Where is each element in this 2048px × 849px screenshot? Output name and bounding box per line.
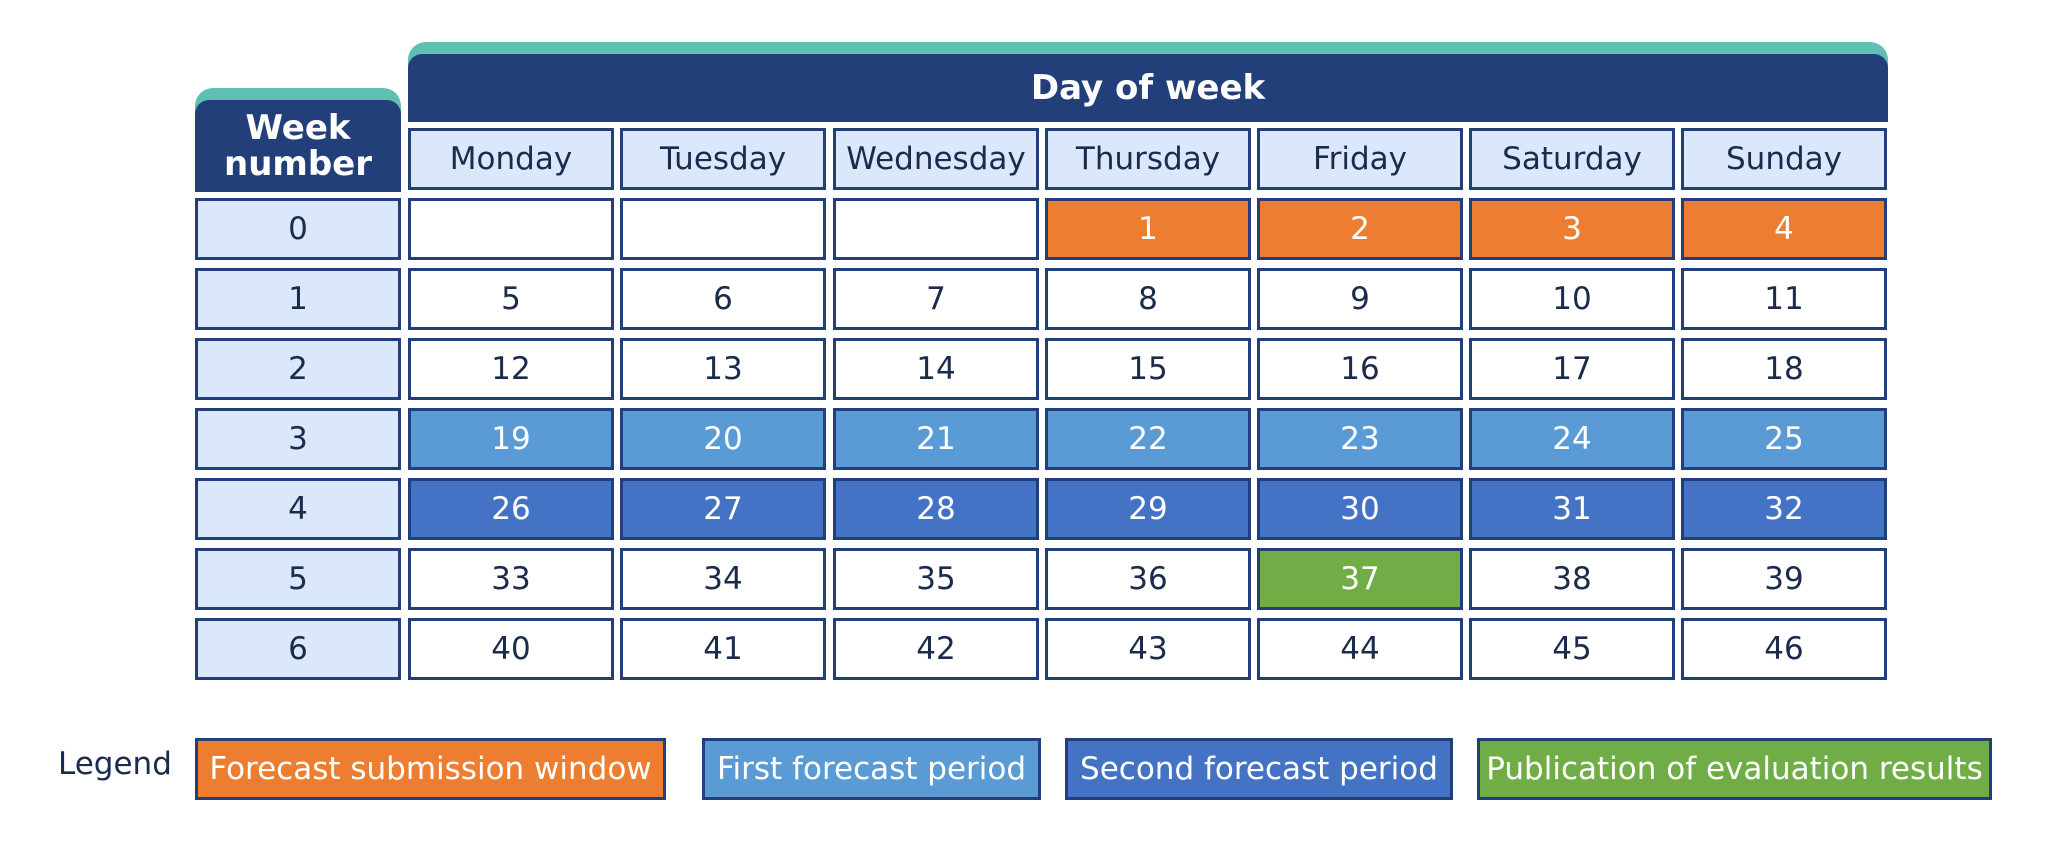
calendar-day-cell: 27 [620, 478, 826, 540]
calendar-day-cell: 15 [1045, 338, 1251, 400]
day-header-thursday: Thursday [1045, 128, 1251, 190]
calendar-day-cell: 3 [1469, 198, 1675, 260]
week-number-cell: 6 [195, 618, 401, 680]
calendar-day-cell: 45 [1469, 618, 1675, 680]
day-header-tuesday: Tuesday [620, 128, 826, 190]
calendar-day-cell: 11 [1681, 268, 1887, 330]
calendar-day-cell: 30 [1257, 478, 1463, 540]
calendar-day-cell: 36 [1045, 548, 1251, 610]
day-header-sunday: Sunday [1681, 128, 1887, 190]
calendar-day-cell: 19 [408, 408, 614, 470]
calendar-day-cell: 42 [833, 618, 1039, 680]
calendar-day-cell: 5 [408, 268, 614, 330]
calendar-day-cell: 28 [833, 478, 1039, 540]
calendar-day-cell: 32 [1681, 478, 1887, 540]
calendar-day-cell: 43 [1045, 618, 1251, 680]
legend-item-green: Publication of evaluation results [1477, 738, 1992, 800]
calendar-day-cell: 37 [1257, 548, 1463, 610]
calendar-day-cell [833, 198, 1039, 260]
calendar-day-cell: 33 [408, 548, 614, 610]
week-number-cell: 2 [195, 338, 401, 400]
legend-item-orange: Forecast submission window [195, 738, 666, 800]
week-number-header: Week number [195, 88, 401, 192]
week-number-cell: 1 [195, 268, 401, 330]
day-header-friday: Friday [1257, 128, 1463, 190]
day-header-wednesday: Wednesday [833, 128, 1039, 190]
calendar-day-cell: 25 [1681, 408, 1887, 470]
calendar-day-cell: 18 [1681, 338, 1887, 400]
calendar-day-cell: 38 [1469, 548, 1675, 610]
calendar-day-cell: 46 [1681, 618, 1887, 680]
week-number-cell: 5 [195, 548, 401, 610]
calendar-day-cell: 16 [1257, 338, 1463, 400]
calendar-day-cell: 14 [833, 338, 1039, 400]
calendar-day-cell: 13 [620, 338, 826, 400]
calendar-day-cell: 22 [1045, 408, 1251, 470]
calendar-day-cell: 31 [1469, 478, 1675, 540]
legend-label: Legend [58, 746, 172, 782]
week-number-header-label: Week number [223, 108, 372, 184]
calendar-day-cell: 23 [1257, 408, 1463, 470]
calendar-day-cell: 29 [1045, 478, 1251, 540]
calendar-day-cell: 34 [620, 548, 826, 610]
calendar-day-cell: 44 [1257, 618, 1463, 680]
calendar-day-cell: 1 [1045, 198, 1251, 260]
day-header-saturday: Saturday [1469, 128, 1675, 190]
calendar-day-cell [620, 198, 826, 260]
calendar-day-cell: 12 [408, 338, 614, 400]
calendar-day-cell: 6 [620, 268, 826, 330]
calendar-day-cell: 17 [1469, 338, 1675, 400]
calendar-day-cell: 2 [1257, 198, 1463, 260]
calendar-day-cell: 41 [620, 618, 826, 680]
calendar-day-cell: 39 [1681, 548, 1887, 610]
calendar-day-cell: 9 [1257, 268, 1463, 330]
calendar-day-cell: 24 [1469, 408, 1675, 470]
day-header-monday: Monday [408, 128, 614, 190]
legend-item-darkblue: Second forecast period [1065, 738, 1453, 800]
calendar-day-cell [408, 198, 614, 260]
week-number-cell: 3 [195, 408, 401, 470]
calendar-day-cell: 21 [833, 408, 1039, 470]
day-of-week-header-label: Day of week [1030, 68, 1266, 108]
legend-item-lightblue: First forecast period [702, 738, 1041, 800]
day-of-week-header: Day of week [408, 42, 1888, 122]
calendar-day-cell: 8 [1045, 268, 1251, 330]
week-number-cell: 0 [195, 198, 401, 260]
week-number-cell: 4 [195, 478, 401, 540]
calendar-day-cell: 4 [1681, 198, 1887, 260]
calendar-day-cell: 20 [620, 408, 826, 470]
calendar-day-cell: 35 [833, 548, 1039, 610]
calendar-day-cell: 10 [1469, 268, 1675, 330]
calendar-day-cell: 40 [408, 618, 614, 680]
calendar-day-cell: 7 [833, 268, 1039, 330]
calendar-day-cell: 26 [408, 478, 614, 540]
